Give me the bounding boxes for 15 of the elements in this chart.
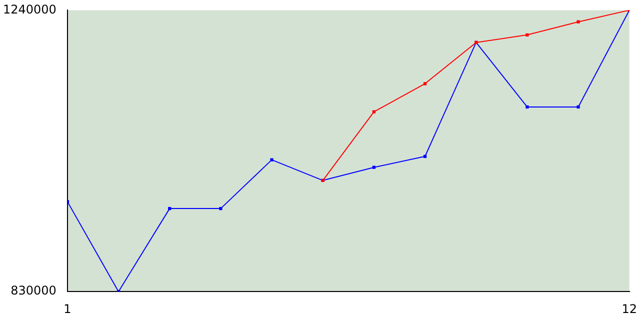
y-tick-label: 830000 (10, 284, 56, 298)
point (576, 20, 580, 24)
x-tick-label: 1 (64, 302, 72, 316)
point (372, 166, 376, 169)
point (526, 105, 529, 109)
point (576, 105, 580, 109)
point (219, 206, 222, 210)
point (423, 82, 427, 86)
point (526, 33, 529, 36)
point (372, 110, 376, 114)
point (423, 154, 427, 158)
point (168, 206, 172, 210)
y-tick-label: 1240000 (2, 2, 56, 16)
point (270, 158, 274, 162)
x-tick-label: 12 (622, 302, 638, 316)
